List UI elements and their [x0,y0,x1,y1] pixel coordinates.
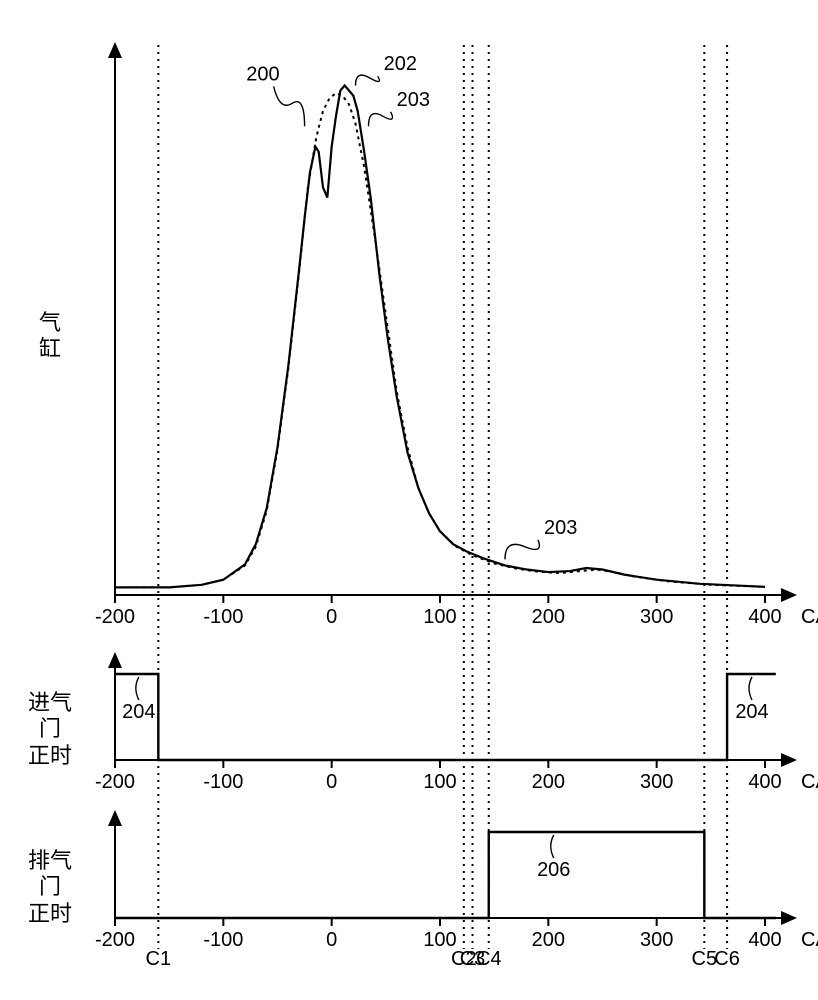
chart-svg: C1C2C3C4C5C6-200-1000100200300400CAD2002… [0,0,818,1000]
axis-unit: CAD [801,929,818,951]
annotation-label: 202 [384,53,417,75]
xtick: -100 [203,606,243,628]
vline-label-C6: C6 [714,948,740,970]
annotation-204: 204 [735,701,768,723]
xtick: 300 [640,929,673,951]
vline-label-C4: C4 [476,948,502,970]
xtick: 0 [326,771,337,793]
xtick: 400 [748,929,781,951]
leader [369,112,393,126]
xtick: 400 [748,771,781,793]
ylabel-intake: 进气门正时 [28,690,72,769]
xtick: 300 [640,606,673,628]
xtick: -100 [203,771,243,793]
curve-solid [115,85,765,587]
xtick: 100 [423,606,456,628]
xtick: -100 [203,929,243,951]
xtick: 0 [326,929,337,951]
axis-unit: CAD [801,606,818,628]
ylabel-pressure: 气缸 [28,310,72,363]
xtick: 0 [326,606,337,628]
annotation-label: 203 [397,89,430,111]
xtick: -200 [95,771,135,793]
leader [274,86,305,126]
xtick: -200 [95,606,135,628]
xtick: 200 [532,606,565,628]
annotation-204: 204 [122,701,155,723]
annotation-label: 200 [246,63,279,85]
xtick: 100 [423,771,456,793]
xtick: 400 [748,606,781,628]
leader [505,540,539,559]
intake-trace [115,674,776,760]
xtick: 300 [640,771,673,793]
xtick: 100 [423,929,456,951]
curve-dotted [115,93,765,587]
axis-unit: CAD [801,771,818,793]
vline-label-C1: C1 [146,948,172,970]
xtick: 200 [532,771,565,793]
leader [356,75,380,85]
xtick: 200 [532,929,565,951]
exhaust-trace [115,832,776,918]
ylabel-exhaust: 排气门正时 [28,848,72,927]
vline-label-C5: C5 [692,948,718,970]
xtick: -200 [95,929,135,951]
annotation-206: 206 [537,859,570,881]
annotation-label: 203 [544,517,577,539]
